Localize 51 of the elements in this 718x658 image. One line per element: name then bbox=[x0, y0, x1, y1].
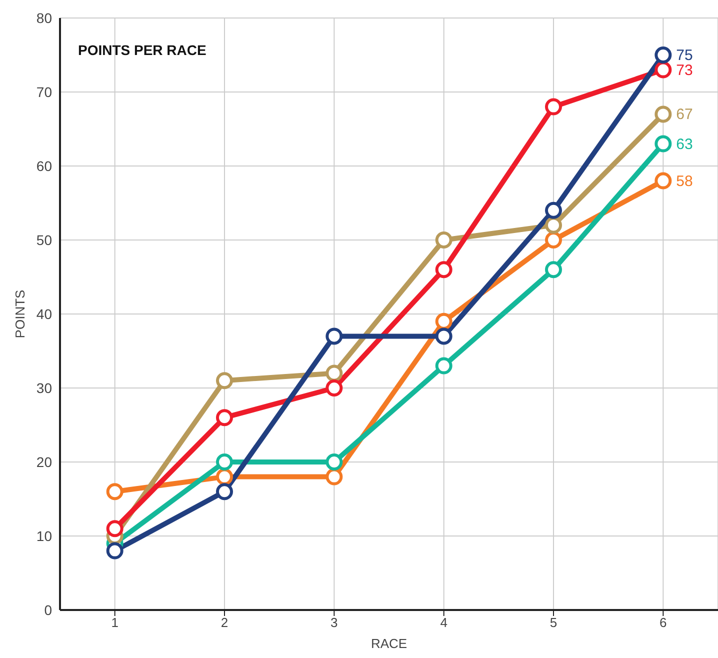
x-tick-label: 3 bbox=[330, 615, 338, 630]
y-tick-label: 10 bbox=[36, 528, 52, 544]
y-tick-label: 30 bbox=[36, 380, 52, 396]
data-label: 67 bbox=[676, 106, 693, 124]
y-tick-label: 0 bbox=[44, 602, 52, 618]
x-tick-label: 5 bbox=[550, 615, 558, 630]
x-axis-title: RACE bbox=[370, 636, 408, 651]
y-tick-label: 60 bbox=[36, 158, 52, 174]
point bbox=[326, 328, 343, 345]
point bbox=[654, 106, 672, 123]
point bbox=[545, 98, 562, 116]
data-label: 63 bbox=[676, 136, 693, 153]
point bbox=[326, 380, 343, 396]
y-tick-label: 80 bbox=[36, 10, 52, 26]
y-tick-label: 20 bbox=[36, 454, 52, 470]
point bbox=[435, 328, 452, 345]
data-label: 58 bbox=[676, 172, 693, 190]
x-tick-label: 1 bbox=[111, 615, 118, 630]
y-tick-label: 50 bbox=[36, 232, 52, 248]
point bbox=[435, 261, 452, 278]
point bbox=[545, 216, 562, 234]
point bbox=[326, 454, 343, 470]
data-label: 73 bbox=[676, 62, 693, 79]
point bbox=[216, 372, 233, 390]
point bbox=[216, 468, 233, 486]
point bbox=[654, 46, 672, 64]
point bbox=[106, 542, 124, 560]
point bbox=[545, 261, 562, 278]
point bbox=[545, 202, 562, 219]
x-tick-label: 2 bbox=[220, 615, 228, 630]
point bbox=[654, 61, 672, 78]
point bbox=[545, 232, 562, 248]
point bbox=[216, 483, 233, 500]
point bbox=[326, 364, 343, 382]
point bbox=[435, 312, 452, 330]
x-tick-label: 4 bbox=[440, 615, 448, 630]
text: POINTS PER RACE bbox=[78, 42, 206, 58]
point bbox=[326, 468, 343, 486]
point bbox=[654, 135, 672, 152]
y-tick-label: 40 bbox=[36, 306, 52, 322]
point bbox=[654, 172, 672, 190]
y-axis-title: POINTS bbox=[12, 289, 28, 338]
point bbox=[435, 357, 452, 374]
point bbox=[216, 454, 233, 470]
point bbox=[106, 483, 124, 500]
data-label: 75 bbox=[676, 47, 693, 64]
point bbox=[216, 409, 233, 426]
y-tick-label: 70 bbox=[36, 84, 52, 100]
x-tick-label: 6 bbox=[660, 615, 667, 630]
point bbox=[106, 520, 124, 538]
point bbox=[435, 232, 452, 248]
